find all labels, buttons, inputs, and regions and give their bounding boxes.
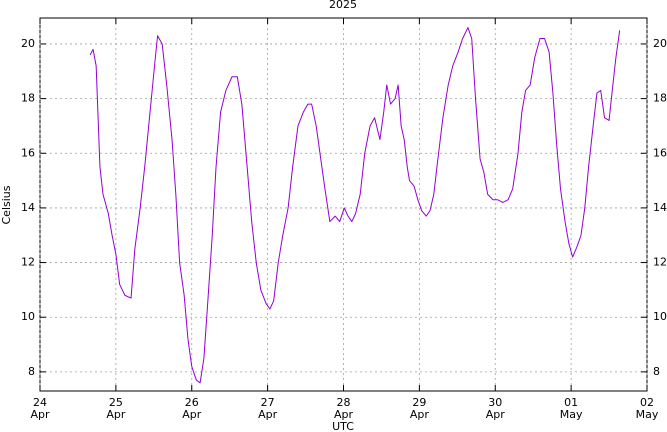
x-tick-month: May	[636, 408, 659, 421]
y-tick-label: 12	[21, 256, 35, 269]
x-tick-month: Apr	[334, 408, 354, 421]
y2-tick-label: 10	[653, 310, 667, 323]
x-tick-label: 30	[488, 396, 502, 409]
y2-tick-label: 8	[653, 365, 660, 378]
y-axis-label: Celsius	[0, 185, 13, 224]
y2-tick-label: 18	[653, 92, 667, 105]
x-tick-label: 26	[185, 396, 199, 409]
x-tick-month: Apr	[486, 408, 506, 421]
x-tick-label: 01	[564, 396, 578, 409]
x-tick-month: Apr	[182, 408, 202, 421]
y-tick-label: 14	[21, 201, 35, 214]
y-tick-label: 10	[21, 310, 35, 323]
chart-title: 2025	[329, 0, 357, 11]
x-tick-label: 27	[261, 396, 275, 409]
x-tick-label: 02	[640, 396, 654, 409]
x-tick-month: Apr	[258, 408, 278, 421]
y2-tick-label: 20	[653, 37, 667, 50]
data-line	[89, 27, 621, 384]
x-axis-label: UTC	[332, 420, 354, 432]
y2-tick-label: 12	[653, 256, 667, 269]
x-tick-label: 28	[337, 396, 351, 409]
x-tick-month: May	[560, 408, 583, 421]
y-tick-label: 18	[21, 92, 35, 105]
y-tick-label: 20	[21, 37, 35, 50]
x-tick-label: 25	[109, 396, 123, 409]
x-tick-label: 29	[412, 396, 426, 409]
x-tick-month: Apr	[106, 408, 126, 421]
y2-tick-label: 14	[653, 201, 667, 214]
y-tick-label: 8	[28, 365, 35, 378]
x-tick-month: Apr	[410, 408, 430, 421]
y2-tick-label: 16	[653, 146, 667, 159]
y-tick-label: 16	[21, 146, 35, 159]
x-tick-label: 24	[33, 396, 47, 409]
x-tick-month: Apr	[30, 408, 50, 421]
